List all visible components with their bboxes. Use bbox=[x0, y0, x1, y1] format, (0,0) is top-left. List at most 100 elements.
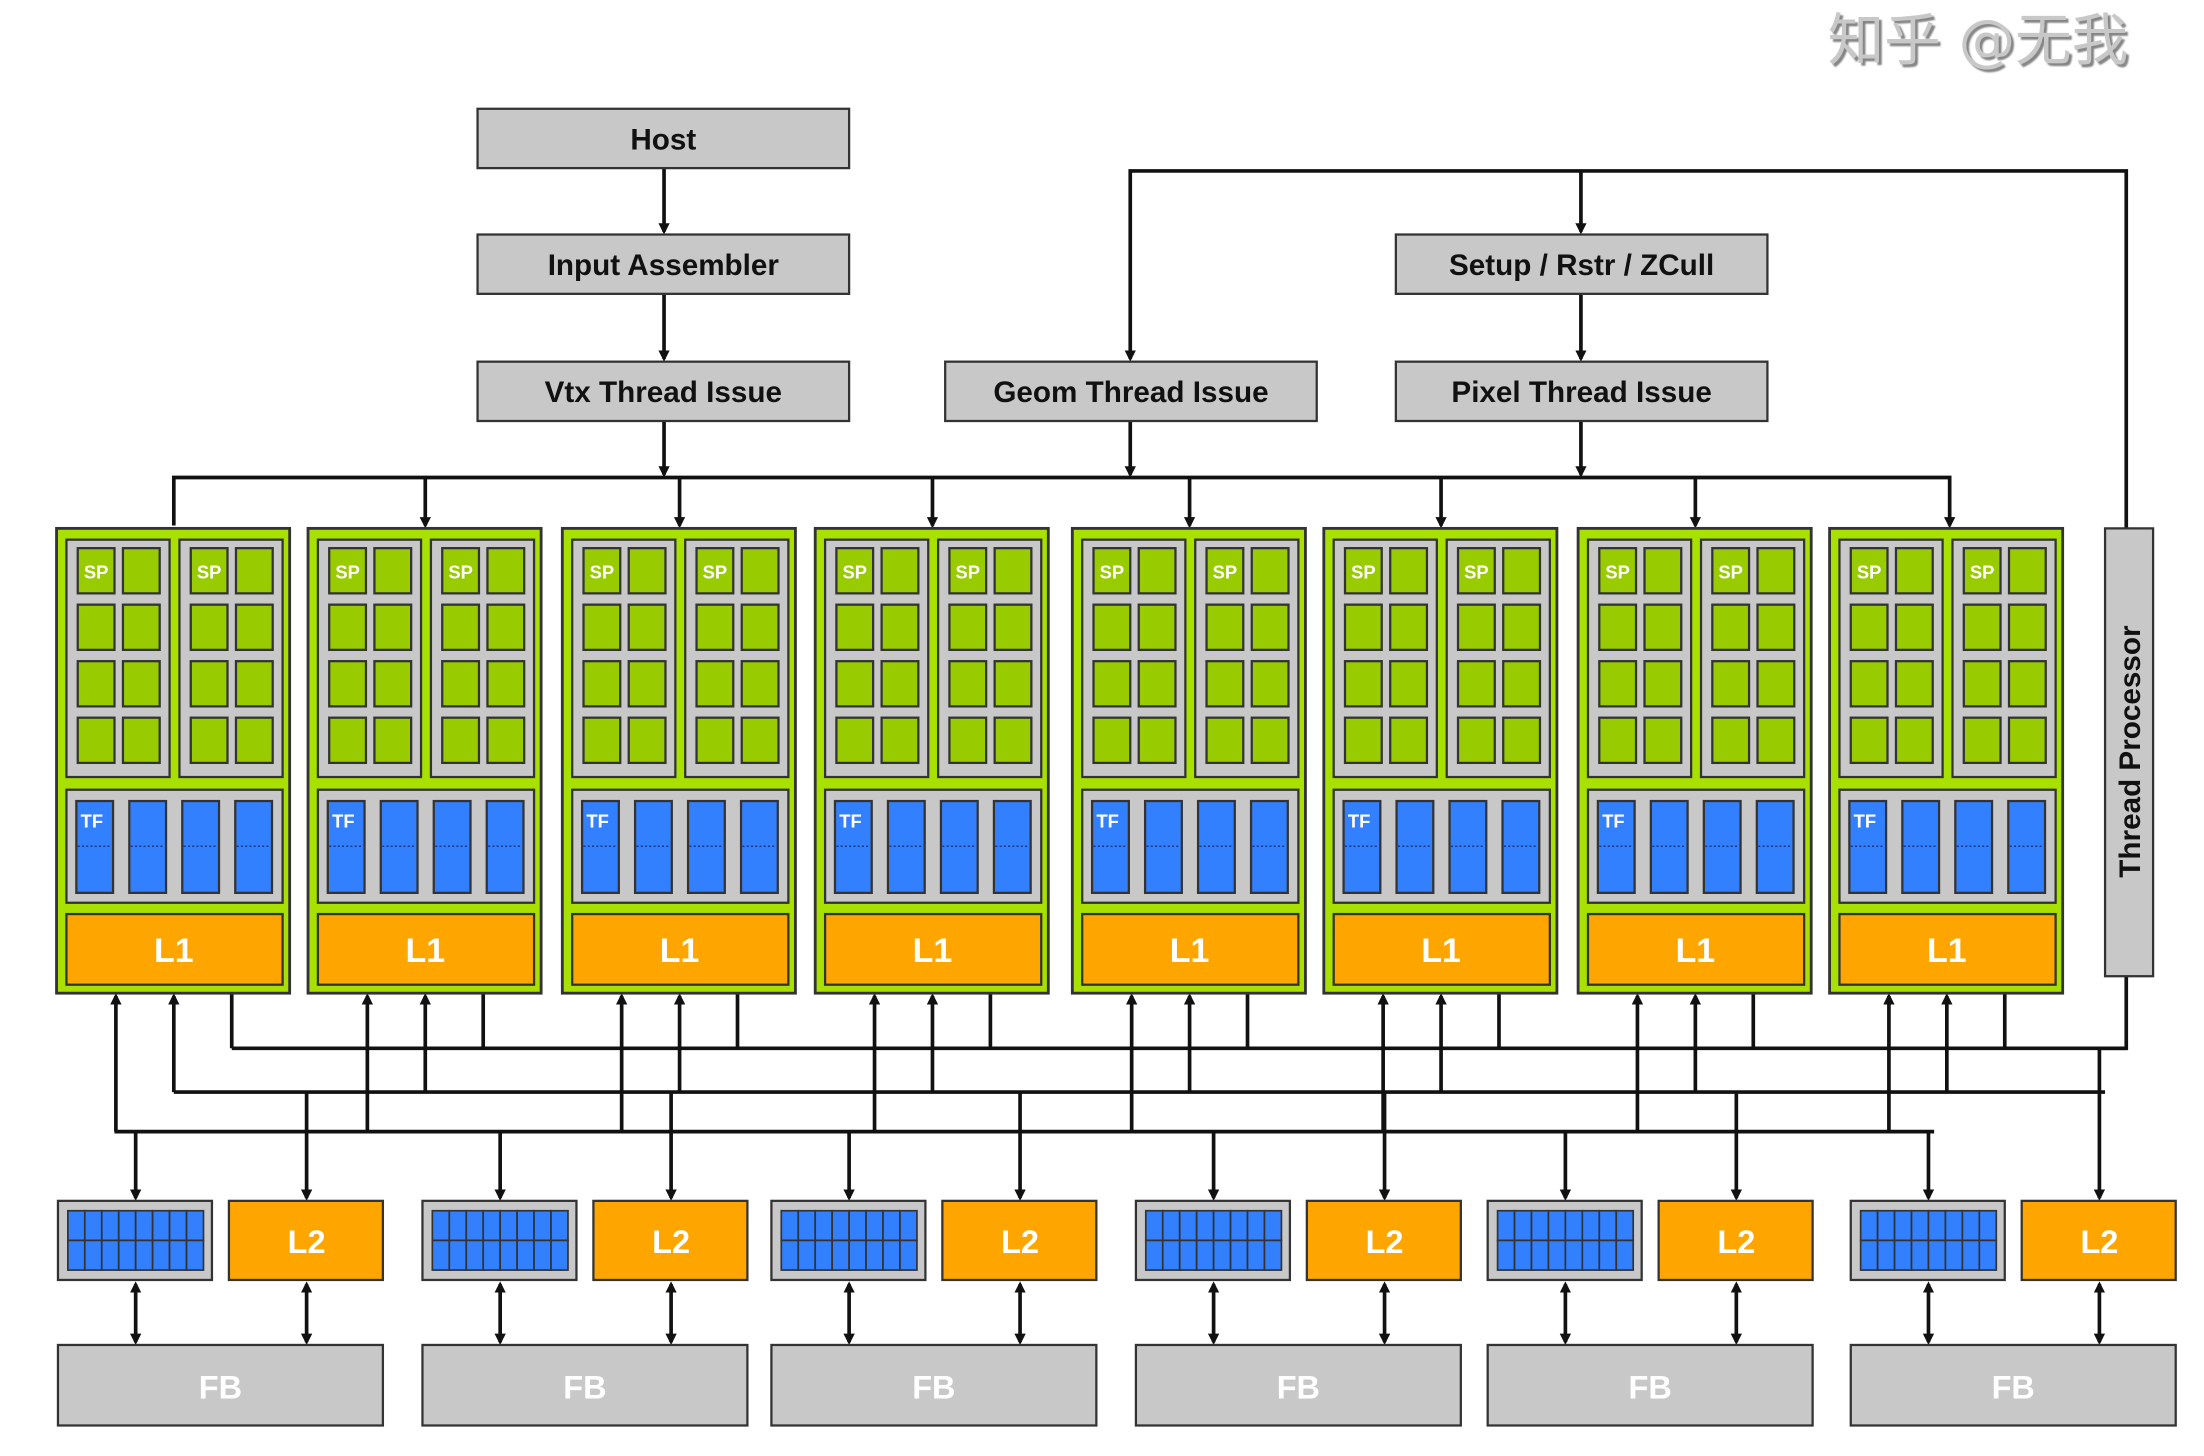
sp-cell bbox=[1894, 660, 1934, 708]
tf-label: TF bbox=[1854, 810, 1876, 831]
sp-cell bbox=[1250, 716, 1290, 765]
sp-cell bbox=[880, 716, 920, 765]
sp-label: SP bbox=[843, 562, 868, 583]
rop-cell bbox=[168, 1239, 188, 1271]
rop-cell bbox=[516, 1239, 535, 1271]
sp-cell bbox=[189, 547, 229, 595]
sp-cell bbox=[1092, 547, 1132, 595]
sp-cell bbox=[76, 660, 116, 708]
rop-cell bbox=[1598, 1209, 1618, 1242]
rop-cell bbox=[1195, 1209, 1215, 1242]
sp-cell bbox=[880, 603, 920, 652]
sp-cell bbox=[189, 660, 229, 708]
rop-cell bbox=[1263, 1239, 1283, 1271]
thread-processor-label: Thread Processor bbox=[2114, 625, 2147, 878]
l1-cache bbox=[65, 912, 284, 986]
rop-cell bbox=[117, 1209, 137, 1242]
l1-cache bbox=[571, 912, 790, 986]
texture-processor-cluster: SP SP TF L1 bbox=[55, 526, 292, 995]
sp-cell bbox=[76, 716, 116, 765]
sp-cell bbox=[1092, 660, 1132, 708]
sp-cell bbox=[486, 660, 526, 708]
tf-label: TF bbox=[586, 810, 608, 831]
sp-cell bbox=[993, 660, 1033, 708]
l1-label: L1 bbox=[1170, 932, 1210, 970]
sp-cell bbox=[627, 716, 667, 765]
rop-cell bbox=[814, 1239, 834, 1271]
l2-label: L2 bbox=[1001, 1224, 1039, 1260]
sp-cell bbox=[1502, 660, 1542, 708]
sp-label: SP bbox=[1100, 562, 1125, 583]
sp-cell bbox=[695, 547, 735, 595]
l2-label: L2 bbox=[652, 1224, 690, 1260]
rop-cell bbox=[550, 1239, 569, 1271]
sp-cell bbox=[948, 716, 988, 765]
thread-processor-box bbox=[2103, 527, 2155, 978]
rop-cell bbox=[797, 1209, 817, 1242]
fb-label: FB bbox=[1277, 1369, 1320, 1405]
rop-cell bbox=[117, 1239, 137, 1271]
geom-thread-issue-box bbox=[944, 360, 1318, 423]
sp-cell bbox=[1137, 716, 1177, 765]
sp-cell bbox=[328, 547, 368, 595]
sp-cell bbox=[1598, 716, 1638, 765]
sp-cell bbox=[993, 547, 1033, 595]
tf-label: TF bbox=[81, 810, 103, 831]
rop-cell bbox=[1615, 1239, 1635, 1271]
sp-cell bbox=[76, 547, 116, 595]
rop-cell bbox=[899, 1239, 918, 1271]
rop-cell bbox=[1893, 1209, 1913, 1242]
sp-cell bbox=[2007, 660, 2047, 708]
sp-cell bbox=[1205, 716, 1245, 765]
l1-label: L1 bbox=[154, 932, 194, 970]
rop-cell bbox=[533, 1239, 552, 1271]
fb-label: FB bbox=[1992, 1369, 2035, 1405]
sp-cell bbox=[627, 603, 667, 652]
sp-cell bbox=[835, 603, 875, 652]
sp-cell bbox=[1598, 547, 1638, 595]
rop-cell bbox=[67, 1239, 86, 1271]
rop-cell bbox=[899, 1209, 918, 1242]
l1-cache bbox=[1586, 912, 1806, 986]
l1-label: L1 bbox=[660, 932, 700, 970]
rop-cell bbox=[1178, 1209, 1198, 1242]
sp-cell bbox=[1711, 547, 1751, 595]
geom-thread-issue: Geom Thread Issue bbox=[944, 360, 1318, 423]
l1-cache bbox=[316, 912, 536, 986]
setup-rstr-zcull-box bbox=[1394, 233, 1769, 295]
sp-label: SP bbox=[335, 562, 360, 583]
sp-cell bbox=[582, 603, 622, 652]
rop-cell bbox=[797, 1239, 817, 1271]
sp-cell bbox=[76, 603, 116, 652]
sp-cell bbox=[1092, 603, 1132, 652]
sp-cell bbox=[1756, 660, 1796, 708]
geom-thread-issue-label: Geom Thread Issue bbox=[993, 376, 1268, 409]
sp-label: SP bbox=[1464, 562, 1488, 583]
issue-bus bbox=[171, 475, 1956, 529]
rop-cell bbox=[1496, 1239, 1516, 1271]
sp-cell bbox=[948, 660, 988, 708]
sp-cell bbox=[486, 716, 526, 765]
watermark-text: 知乎 @无我 bbox=[1828, 8, 2128, 73]
setup-rstr-zcull: Setup / Rstr / ZCull bbox=[1394, 233, 1769, 295]
sp-cell bbox=[486, 547, 526, 595]
sp-cell bbox=[234, 547, 274, 595]
sp-cell bbox=[1205, 547, 1245, 595]
sp-cell bbox=[1137, 547, 1177, 595]
sp-cell bbox=[582, 660, 622, 708]
fb-label: FB bbox=[199, 1369, 242, 1405]
thread-processor: Thread Processor bbox=[2103, 527, 2155, 978]
sp-cell bbox=[1962, 716, 2002, 765]
host-label: Host bbox=[630, 123, 696, 156]
rop-cell bbox=[1530, 1209, 1550, 1242]
l1-cache bbox=[1332, 912, 1551, 986]
sp-label: SP bbox=[84, 562, 109, 583]
sp-cell bbox=[1711, 716, 1751, 765]
sp-cell bbox=[1389, 603, 1429, 652]
sp-cell bbox=[441, 603, 481, 652]
sp-label: SP bbox=[1351, 562, 1376, 583]
frame-buffer bbox=[56, 1343, 385, 1427]
rop-cell bbox=[1513, 1209, 1533, 1242]
rop-cell bbox=[100, 1209, 120, 1242]
